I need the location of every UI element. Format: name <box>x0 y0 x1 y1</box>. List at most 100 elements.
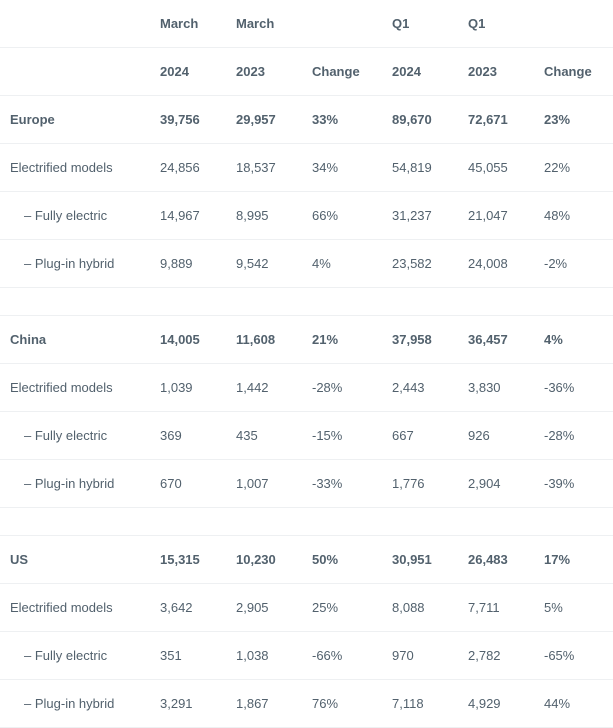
region-value: 26,483 <box>458 536 534 584</box>
region-value: 37,958 <box>382 316 458 364</box>
row-value: 4% <box>302 240 382 288</box>
row-value: 3,291 <box>150 680 226 728</box>
table-row: – Plug-in hybrid9,8899,5424%23,58224,008… <box>0 240 613 288</box>
row-value: 9,542 <box>226 240 302 288</box>
row-value: 4,929 <box>458 680 534 728</box>
row-value: 25% <box>302 584 382 632</box>
section-spacer <box>0 288 613 316</box>
row-value: -36% <box>534 364 613 412</box>
row-value: 8,088 <box>382 584 458 632</box>
row-value: 21,047 <box>458 192 534 240</box>
region-value: 10,230 <box>226 536 302 584</box>
row-value: 24,008 <box>458 240 534 288</box>
row-value: 1,038 <box>226 632 302 680</box>
row-value: 5% <box>534 584 613 632</box>
row-value: 369 <box>150 412 226 460</box>
row-label: – Fully electric <box>0 632 150 680</box>
row-value: 2,904 <box>458 460 534 508</box>
row-value: 54,819 <box>382 144 458 192</box>
table-body: Europe39,75629,95733%89,67072,67123%Elec… <box>0 96 613 728</box>
row-value: 76% <box>302 680 382 728</box>
header-cell: March <box>226 0 302 48</box>
region-row: Europe39,75629,95733%89,67072,67123% <box>0 96 613 144</box>
row-value: -65% <box>534 632 613 680</box>
region-value: 30,951 <box>382 536 458 584</box>
spacer-cell <box>458 508 534 536</box>
row-value: 22% <box>534 144 613 192</box>
region-value: 39,756 <box>150 96 226 144</box>
row-value: 435 <box>226 412 302 460</box>
spacer-cell <box>382 508 458 536</box>
spacer-cell <box>0 288 150 316</box>
row-value: 2,782 <box>458 632 534 680</box>
table-row: Electrified models3,6422,90525%8,0887,71… <box>0 584 613 632</box>
row-label: Electrified models <box>0 584 150 632</box>
header-cell <box>302 0 382 48</box>
row-label: – Fully electric <box>0 192 150 240</box>
row-value: 23,582 <box>382 240 458 288</box>
spacer-cell <box>150 288 226 316</box>
row-value: 3,830 <box>458 364 534 412</box>
region-row: US15,31510,23050%30,95126,48317% <box>0 536 613 584</box>
region-row: China14,00511,60821%37,95836,4574% <box>0 316 613 364</box>
row-value: 31,237 <box>382 192 458 240</box>
header-cell <box>0 48 150 96</box>
row-value: -2% <box>534 240 613 288</box>
spacer-cell <box>0 508 150 536</box>
table-header: March March Q1 Q1 2024 2023 Change 2024 … <box>0 0 613 96</box>
region-value: 33% <box>302 96 382 144</box>
row-value: 44% <box>534 680 613 728</box>
row-value: 24,856 <box>150 144 226 192</box>
header-cell <box>0 0 150 48</box>
header-cell: Q1 <box>458 0 534 48</box>
header-row-2: 2024 2023 Change 2024 2023 Change <box>0 48 613 96</box>
spacer-cell <box>226 288 302 316</box>
header-cell: Change <box>302 48 382 96</box>
row-value: -66% <box>302 632 382 680</box>
spacer-cell <box>458 288 534 316</box>
spacer-cell <box>302 508 382 536</box>
section-spacer <box>0 508 613 536</box>
region-value: 11,608 <box>226 316 302 364</box>
row-value: 66% <box>302 192 382 240</box>
header-cell: 2023 <box>458 48 534 96</box>
row-value: 970 <box>382 632 458 680</box>
row-value: 1,007 <box>226 460 302 508</box>
table-row: – Fully electric14,9678,99566%31,23721,0… <box>0 192 613 240</box>
row-label: – Plug-in hybrid <box>0 240 150 288</box>
row-label: – Fully electric <box>0 412 150 460</box>
region-value: 72,671 <box>458 96 534 144</box>
header-cell: 2024 <box>382 48 458 96</box>
row-value: 1,442 <box>226 364 302 412</box>
region-value: 23% <box>534 96 613 144</box>
region-value: 4% <box>534 316 613 364</box>
table-row: – Plug-in hybrid3,2911,86776%7,1184,9294… <box>0 680 613 728</box>
row-value: 14,967 <box>150 192 226 240</box>
region-value: 50% <box>302 536 382 584</box>
row-label: – Plug-in hybrid <box>0 680 150 728</box>
spacer-cell <box>150 508 226 536</box>
spacer-cell <box>226 508 302 536</box>
row-value: -28% <box>302 364 382 412</box>
row-value: 926 <box>458 412 534 460</box>
spacer-cell <box>534 288 613 316</box>
region-value: 17% <box>534 536 613 584</box>
row-value: 667 <box>382 412 458 460</box>
row-label: Electrified models <box>0 144 150 192</box>
region-value: 36,457 <box>458 316 534 364</box>
table-row: – Fully electric3511,038-66%9702,782-65% <box>0 632 613 680</box>
row-value: 3,642 <box>150 584 226 632</box>
sales-table: March March Q1 Q1 2024 2023 Change 2024 … <box>0 0 613 728</box>
spacer-cell <box>382 288 458 316</box>
row-value: -39% <box>534 460 613 508</box>
row-value: 2,905 <box>226 584 302 632</box>
table-row: – Plug-in hybrid6701,007-33%1,7762,904-3… <box>0 460 613 508</box>
row-value: -15% <box>302 412 382 460</box>
spacer-cell <box>534 508 613 536</box>
row-value: 1,867 <box>226 680 302 728</box>
region-label: US <box>0 536 150 584</box>
row-value: 9,889 <box>150 240 226 288</box>
row-value: 45,055 <box>458 144 534 192</box>
region-value: 21% <box>302 316 382 364</box>
region-label: China <box>0 316 150 364</box>
